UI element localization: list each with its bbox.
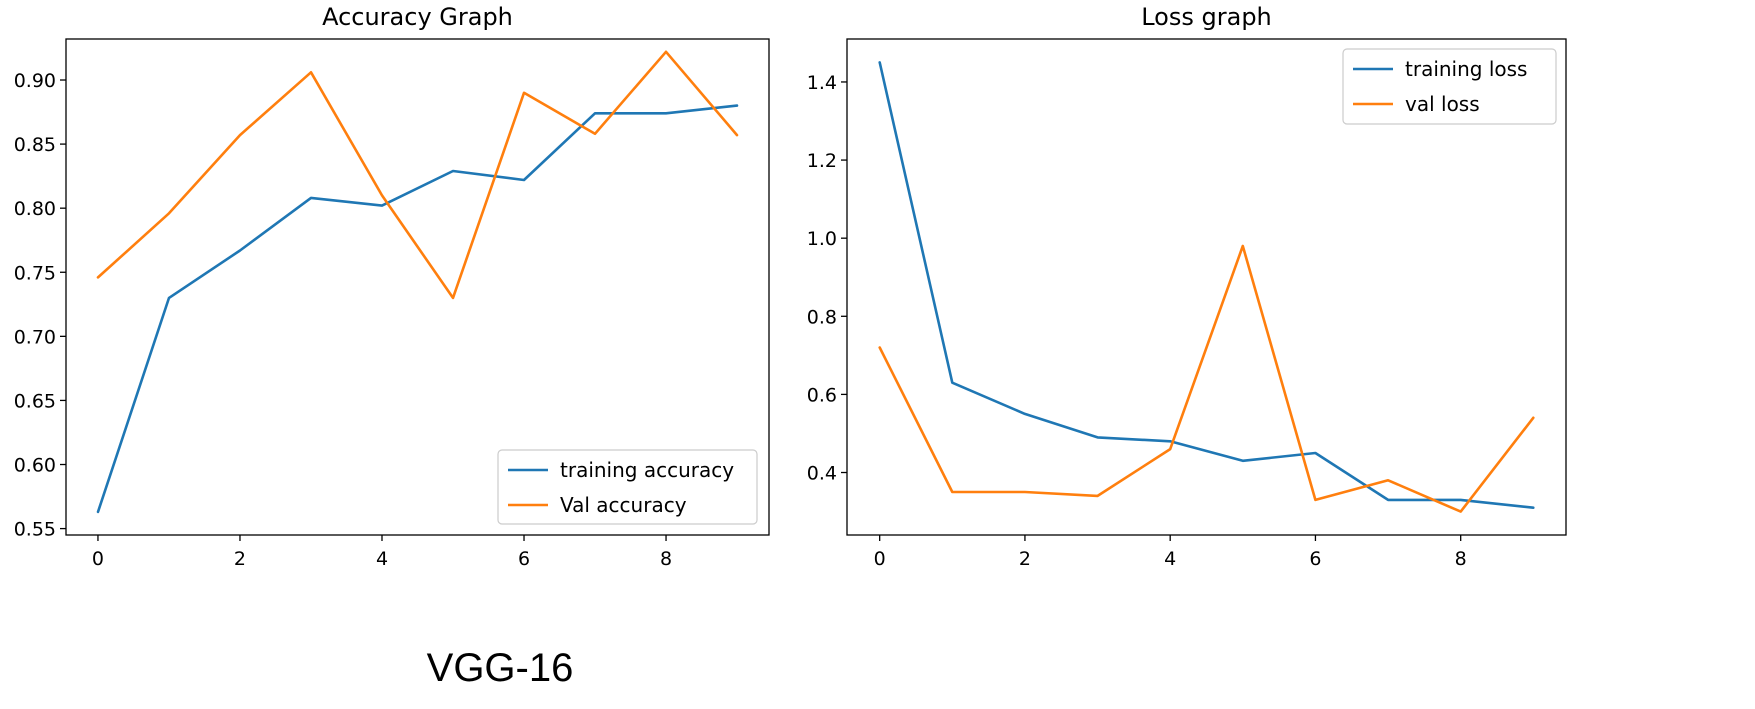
y-tick-label: 0.60: [14, 455, 56, 477]
chart-panel-1: Accuracy Graph 0.55 0.60 0.65 0.70 0.75 0.80 0.…: [14, 3, 770, 570]
y-tick-label: 0.4: [807, 463, 837, 485]
series-line-1: [878, 61, 1535, 510]
y-tick-label: 0.55: [14, 519, 56, 541]
y-tick-label: 0.70: [14, 326, 56, 348]
series-line-1: [96, 104, 739, 514]
legend-label-1: training loss: [1405, 57, 1527, 81]
legend-label-2: val loss: [1405, 92, 1480, 116]
chart-title: Accuracy Graph: [322, 3, 513, 31]
plot-frame: [65, 38, 770, 536]
y-tick-label: 0.75: [14, 262, 56, 284]
series-line-2: [878, 244, 1535, 513]
legend-label-2: Val accuracy: [560, 493, 687, 517]
y-tick-label: 1.4: [807, 72, 837, 94]
legend: training accuracy Val accuracy: [497, 449, 758, 525]
series-line-2: [96, 50, 739, 300]
x-tick-label: 8: [660, 548, 672, 570]
legend: training loss val loss: [1342, 48, 1557, 125]
y-tick-label: 0.80: [14, 198, 56, 220]
x-tick-label: 6: [1309, 548, 1321, 570]
x-tick-label: 0: [92, 548, 104, 570]
y-tick-label: 0.85: [14, 134, 56, 156]
chart-title: Loss graph: [1141, 3, 1272, 31]
x-tick-label: 4: [376, 548, 388, 570]
legend-box: [1342, 48, 1557, 125]
y-tick-label: 1.2: [807, 150, 837, 172]
plot-frame: [846, 38, 1567, 536]
x-tick-label: 2: [234, 548, 246, 570]
legend-box: [497, 449, 758, 525]
figure-caption: VGG-16: [426, 646, 574, 690]
chart-panel-2: Loss graph 0.4 0.6 0.8 1.0 1.2 1.4 0 2 4 6 8 trainin…: [807, 3, 1567, 570]
x-tick-label: 0: [874, 548, 886, 570]
x-tick-label: 4: [1164, 548, 1176, 570]
x-tick-label: 6: [518, 548, 530, 570]
legend-label-1: training accuracy: [560, 458, 734, 482]
x-tick-label: 8: [1455, 548, 1467, 570]
y-tick-label: 0.8: [807, 306, 837, 328]
y-tick-label: 0.90: [14, 70, 56, 92]
y-tick-label: 0.65: [14, 390, 56, 412]
y-tick-label: 0.6: [807, 384, 837, 406]
x-tick-label: 2: [1019, 548, 1031, 570]
y-tick-label: 1.0: [807, 228, 837, 250]
